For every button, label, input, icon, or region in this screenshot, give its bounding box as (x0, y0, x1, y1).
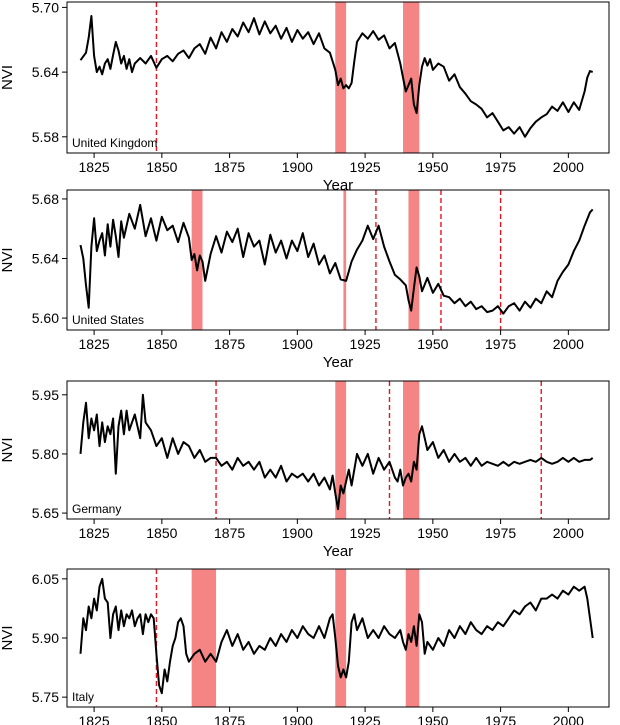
y-tick-label: 6.05 (32, 571, 59, 587)
panel-italy: 1825 1850 1875 1900 1925 1950 1975 2000 6.05 5.90… (0, 568, 610, 725)
x-tick-label: 1825 (79, 525, 110, 541)
x-tick-label: 1900 (282, 525, 313, 541)
x-tick-label: 1875 (214, 159, 245, 175)
shaded-period-0 (191, 190, 203, 330)
nvi-series-line (79, 203, 594, 315)
x-tick-label: 1850 (146, 336, 177, 352)
x-tick-label: 1925 (350, 159, 381, 175)
shaded-period-0 (191, 569, 217, 707)
x-tick-label: 1925 (350, 336, 381, 352)
y-tick-label: 5.95 (32, 387, 59, 403)
country-label: United States (72, 313, 144, 327)
x-tick-label: 1825 (79, 336, 110, 352)
x-tick-label: 1925 (350, 713, 381, 725)
shaded-period-1 (403, 2, 420, 153)
x-tick-label: 2000 (553, 713, 584, 725)
x-tick-label: 1950 (417, 713, 448, 725)
plot-frame (66, 189, 610, 331)
x-tick-label: 2000 (553, 525, 584, 541)
country-label: United Kingdom (72, 136, 157, 150)
x-axis-label: Year (323, 543, 353, 560)
x-tick-label: 1925 (350, 525, 381, 541)
x-tick-label: 1850 (146, 713, 177, 725)
y-axis-label: NVI (0, 65, 16, 90)
shaded-period-0 (335, 381, 347, 519)
y-tick-label: 5.60 (32, 310, 59, 326)
y-tick-label: 5.90 (32, 630, 59, 646)
panel-united-kingdom: 1825 1850 1875 1900 1925 1950 1975 2000 5.70 5.64… (0, 0, 610, 194)
x-tick-label: 1975 (485, 713, 516, 725)
x-tick-label: 1900 (282, 713, 313, 725)
nvi-series-line (79, 577, 594, 695)
y-tick-label: 5.75 (32, 689, 59, 705)
x-tick-label: 1975 (485, 159, 516, 175)
x-tick-label: 1825 (79, 713, 110, 725)
x-tick-label: 1850 (146, 525, 177, 541)
x-tick-label: 1950 (417, 336, 448, 352)
x-axis-label: Year (323, 177, 353, 194)
y-tick-label: 5.70 (32, 0, 59, 15)
y-axis-label: NVI (0, 247, 16, 272)
y-tick-label: 5.65 (32, 505, 59, 521)
shaded-period-1 (335, 569, 347, 707)
x-tick-label: 1975 (485, 525, 516, 541)
country-label: Germany (72, 502, 121, 516)
x-tick-label: 1900 (282, 336, 313, 352)
plot-frame (66, 380, 610, 520)
nvi-series-line (79, 393, 594, 511)
y-tick-label: 5.68 (32, 191, 59, 207)
shaded-period-1 (403, 381, 420, 519)
x-tick-label: 1900 (282, 159, 313, 175)
y-tick-label: 5.64 (32, 251, 59, 267)
x-tick-label: 1875 (214, 525, 245, 541)
x-tick-label: 1950 (417, 525, 448, 541)
panel-united-states: 1825 1850 1875 1900 1925 1950 1975 2000 5.68 5.64… (0, 189, 610, 371)
nvi-series-line (79, 15, 594, 138)
x-tick-label: 1850 (146, 159, 177, 175)
country-label: Italy (72, 690, 94, 704)
shaded-period-0 (335, 2, 347, 153)
shaded-period-1 (343, 190, 347, 330)
y-axis-label: NVI (0, 437, 16, 462)
shaded-period-2 (408, 190, 420, 330)
x-axis-label: Year (323, 354, 353, 371)
plot-frame (66, 1, 610, 154)
x-tick-label: 1950 (417, 159, 448, 175)
panel-germany: 1825 1850 1875 1900 1925 1950 1975 2000 5.95 5.80… (0, 380, 610, 560)
y-tick-label: 5.58 (32, 129, 59, 145)
x-tick-label: 1825 (79, 159, 110, 175)
x-tick-label: 2000 (553, 159, 584, 175)
y-axis-label: NVI (0, 625, 16, 650)
x-tick-label: 1975 (485, 336, 516, 352)
x-tick-label: 1875 (214, 336, 245, 352)
y-tick-label: 5.64 (32, 64, 59, 80)
x-tick-label: 1875 (214, 713, 245, 725)
y-tick-label: 5.80 (32, 446, 59, 462)
x-tick-label: 2000 (553, 336, 584, 352)
